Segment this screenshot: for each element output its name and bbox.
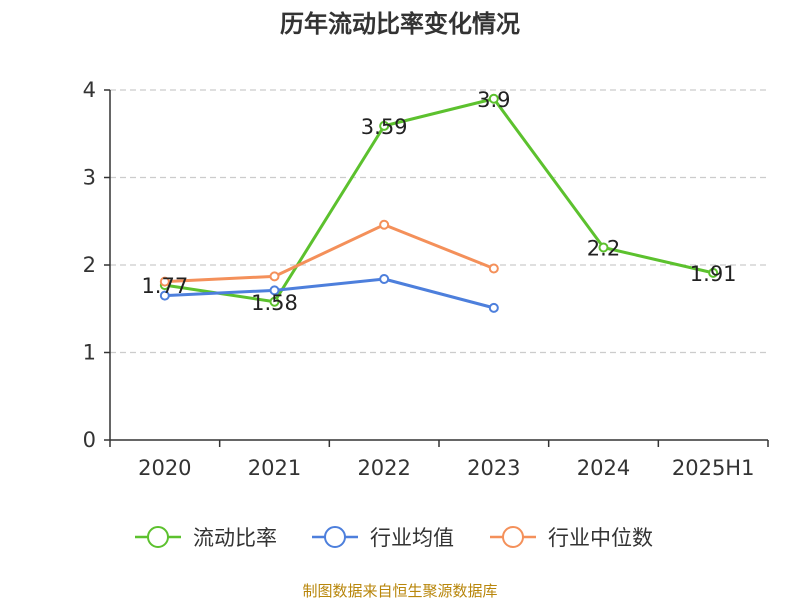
y-tick-label: 2 — [83, 253, 96, 277]
x-tick-label: 2020 — [138, 456, 191, 480]
data-point — [269, 296, 280, 307]
data-label: 1.58 — [251, 291, 298, 315]
data-label: 3.59 — [361, 115, 408, 139]
legend-label: 行业中位数 — [548, 526, 653, 550]
y-tick-label: 1 — [83, 341, 96, 365]
x-tick-label: 2021 — [248, 456, 301, 480]
source-note: 制图数据来自恒生聚源数据库 — [302, 582, 497, 600]
legend-label: 行业均值 — [370, 526, 454, 550]
data-label: 1.91 — [690, 262, 737, 286]
chart-title: 历年流动比率变化情况 — [280, 10, 520, 38]
data-point — [379, 274, 390, 284]
x-tick-label: 2024 — [577, 456, 630, 480]
data-label: 3.9 — [477, 88, 510, 112]
series-line — [164, 223, 495, 284]
x-tick-label: 2022 — [357, 456, 410, 480]
legend-label: 流动比率 — [193, 526, 277, 550]
legend-item: 行业中位数 — [490, 526, 653, 550]
data-point — [488, 263, 499, 274]
y-tick-label: 4 — [83, 78, 96, 102]
data-point — [708, 267, 719, 278]
data-label: 1.77 — [141, 274, 188, 298]
data-point — [379, 120, 390, 131]
series-line — [164, 97, 714, 304]
axes: 0 1 2 3 4 2020 2021 2022 2023 2024 2025H1 — [83, 78, 769, 480]
data-point — [159, 290, 170, 301]
series-layer — [159, 93, 719, 313]
series-2 — [159, 219, 499, 287]
legend-marker — [502, 526, 524, 548]
data-point — [379, 219, 390, 230]
legend-marker — [147, 526, 169, 548]
data-point — [598, 242, 609, 253]
data-label: 2.2 — [587, 237, 620, 261]
data-point — [269, 285, 280, 296]
x-tick-label: 2025H1 — [672, 456, 755, 480]
data-point — [269, 271, 280, 282]
x-tick-label: 2023 — [467, 456, 520, 480]
data-point — [159, 276, 170, 287]
y-tick-label: 0 — [83, 428, 96, 452]
data-point — [488, 93, 499, 104]
y-tick-label: 3 — [83, 166, 96, 190]
data-point — [488, 302, 499, 313]
legend-marker — [324, 526, 346, 548]
legend-item: 行业均值 — [312, 526, 454, 550]
series-1 — [159, 274, 499, 313]
data-labels: 1.77 1.58 3.59 3.9 2.2 1.91 — [141, 88, 736, 315]
series-0 — [159, 93, 719, 307]
legend: 流动比率 行业均值 行业中位数 — [135, 526, 653, 550]
legend-item: 流动比率 — [135, 526, 277, 550]
series-line — [164, 277, 495, 310]
grid — [110, 89, 768, 354]
